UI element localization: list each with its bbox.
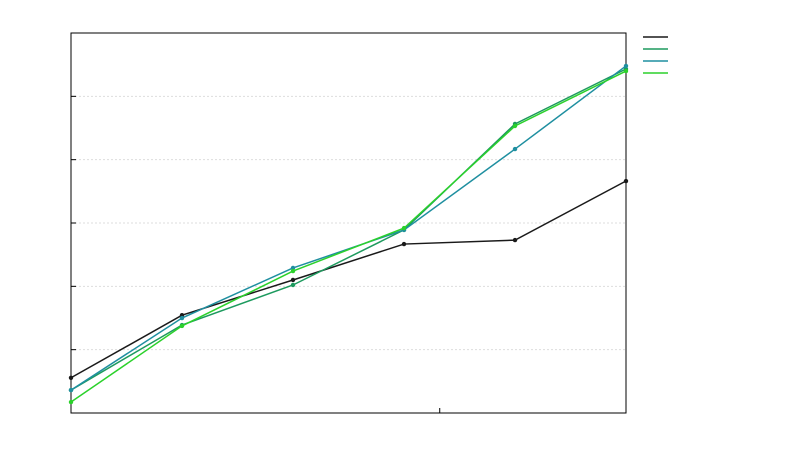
plot-frame	[70, 32, 627, 414]
series-line	[70, 70, 627, 403]
point	[68, 375, 74, 380]
point	[512, 237, 518, 243]
point	[512, 123, 518, 129]
point	[623, 178, 629, 184]
point	[623, 63, 629, 69]
point	[290, 268, 296, 274]
series-line	[70, 180, 627, 379]
point	[68, 387, 74, 393]
series-line	[70, 68, 627, 391]
point	[290, 265, 296, 271]
point	[401, 225, 407, 231]
point	[179, 315, 185, 321]
point	[401, 241, 407, 247]
point	[68, 399, 74, 405]
point	[290, 282, 296, 288]
point	[179, 323, 185, 329]
point	[290, 277, 296, 283]
point	[512, 146, 518, 152]
point	[623, 68, 629, 74]
